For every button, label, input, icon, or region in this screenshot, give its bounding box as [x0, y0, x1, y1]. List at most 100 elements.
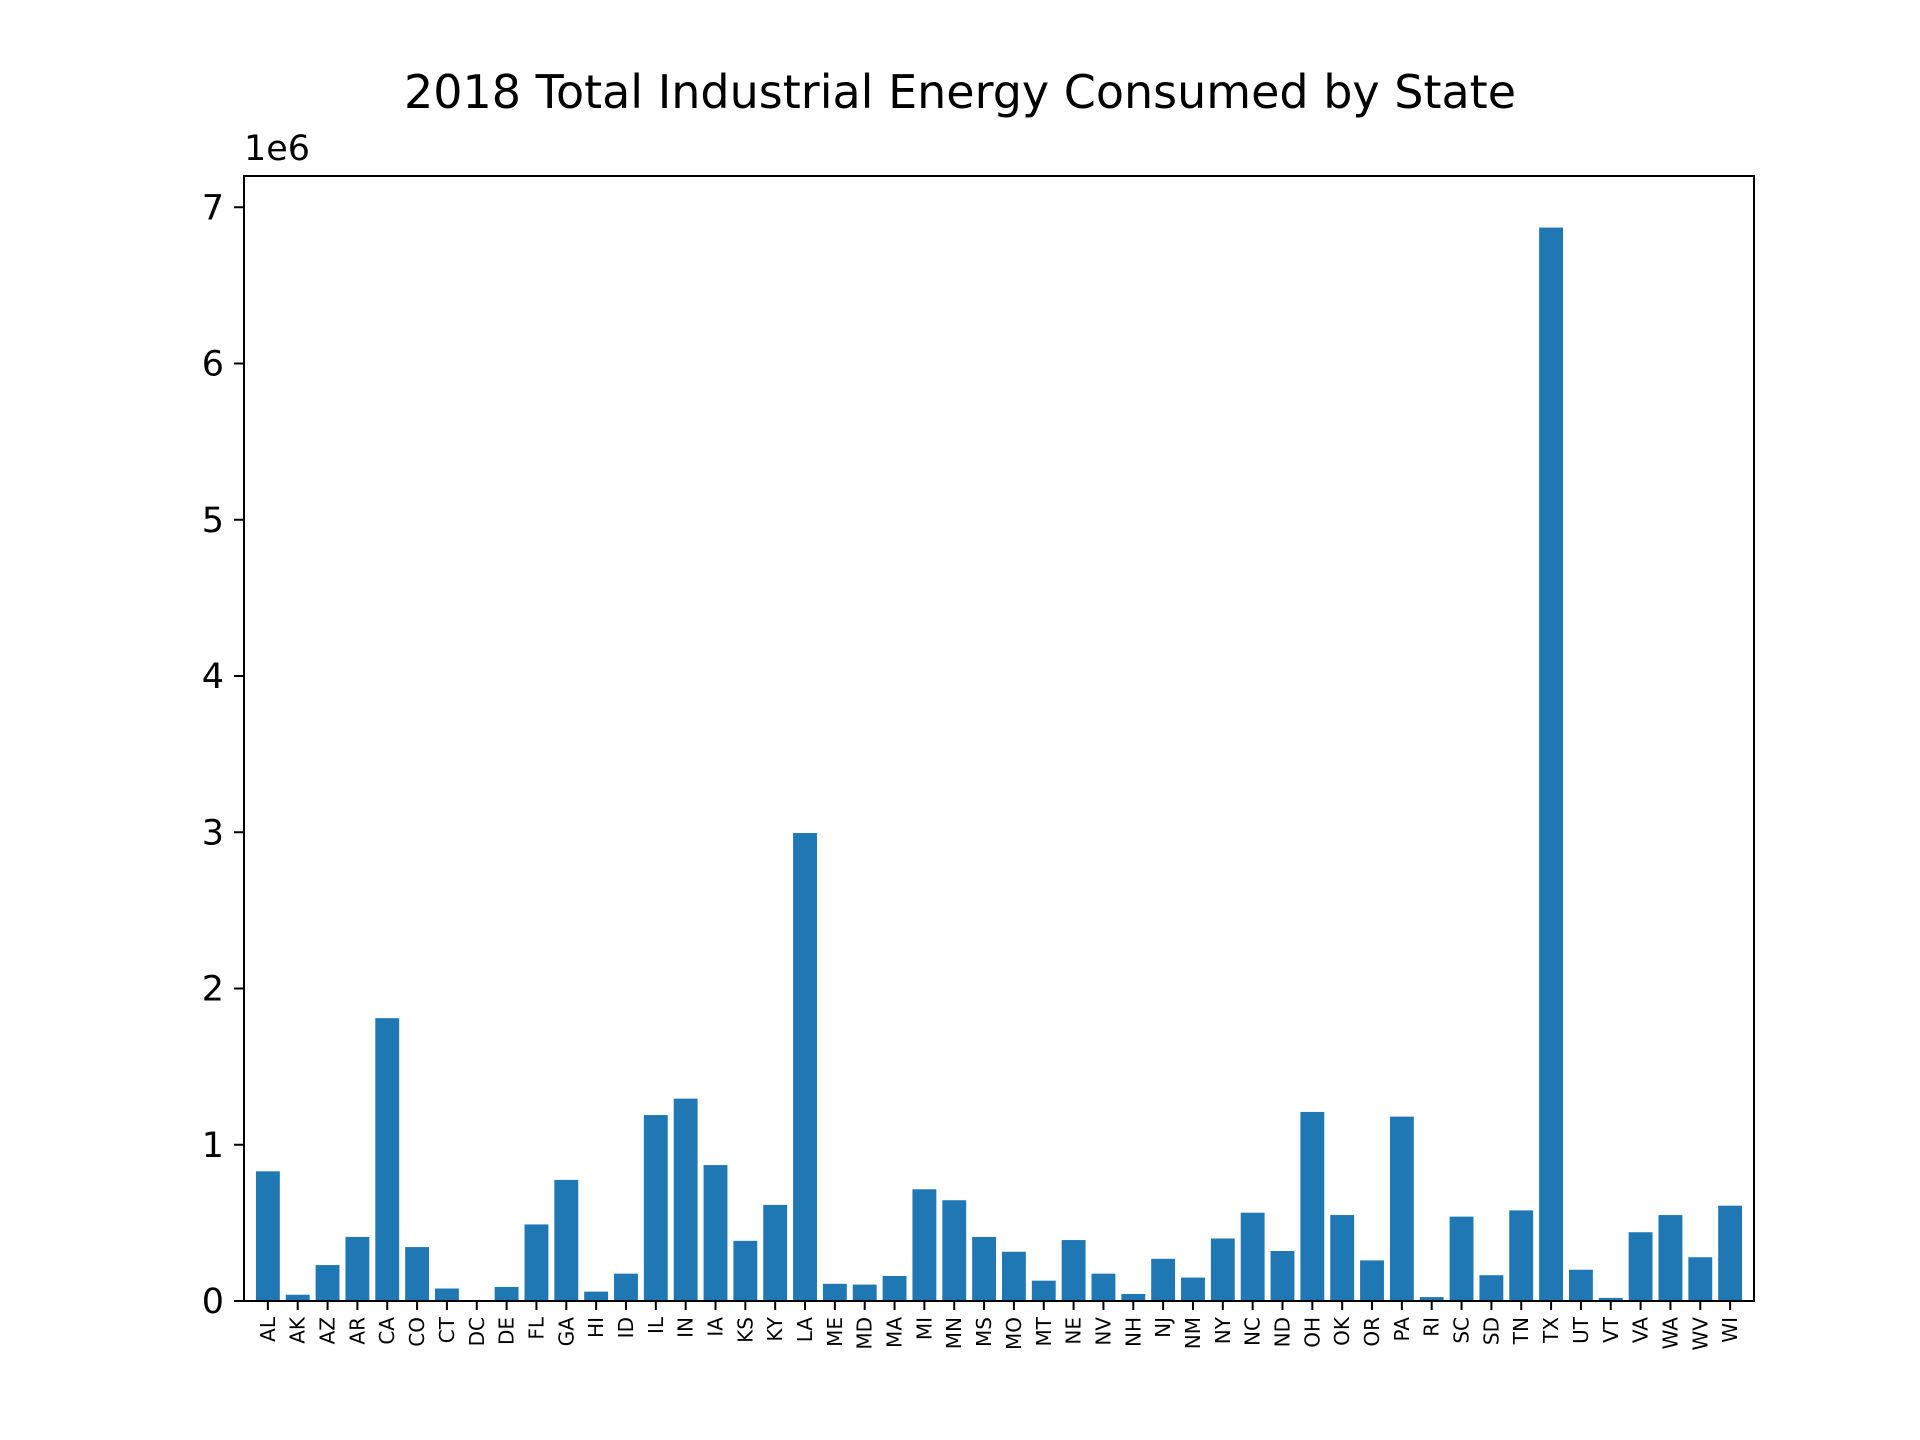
bar-nj [1151, 1258, 1176, 1301]
bar-pa [1389, 1116, 1414, 1302]
x-tick-label-de: DE [495, 1317, 519, 1345]
bar-hi [584, 1291, 609, 1302]
y-tick-label: 5 [202, 501, 224, 541]
bar-ks [733, 1240, 758, 1301]
x-tick-label-va: VA [1629, 1317, 1653, 1343]
x-tick-label-sc: SC [1450, 1317, 1474, 1344]
x-tick-label-nv: NV [1091, 1317, 1115, 1346]
bar-va [1628, 1232, 1653, 1301]
bar-ia [703, 1165, 728, 1301]
bar-tx [1539, 227, 1564, 1301]
bar-ms [972, 1236, 997, 1301]
bar-sc [1449, 1216, 1474, 1302]
y-axis-ticks: 0 1 2 3 4 5 6 7 [202, 188, 244, 1322]
y-tick-label: 1 [202, 1126, 224, 1166]
x-tick-label-ia: IA [704, 1317, 728, 1337]
bar-ar [345, 1236, 370, 1301]
bar-nv [1091, 1273, 1116, 1301]
x-tick-label-oh: OH [1300, 1317, 1324, 1348]
x-tick-label-mo: MO [1002, 1317, 1026, 1350]
chart-title: 2018 Total Industrial Energy Consumed by… [404, 65, 1516, 119]
bar-ri [1419, 1297, 1444, 1301]
x-tick-label-nm: NM [1181, 1317, 1205, 1349]
bar-md [852, 1284, 877, 1301]
x-tick-label-ne: NE [1062, 1317, 1086, 1345]
x-tick-label-mn: MN [942, 1317, 966, 1349]
y-tick-label: 7 [202, 188, 224, 228]
x-tick-label-pa: PA [1390, 1317, 1414, 1342]
x-tick-label-ca: CA [375, 1317, 399, 1345]
x-tick-label-la: LA [793, 1317, 817, 1343]
x-tick-label-wv: WV [1688, 1317, 1712, 1351]
bar-ne [1061, 1240, 1086, 1301]
x-tick-label-sd: SD [1479, 1317, 1503, 1345]
bar-mn [942, 1200, 967, 1301]
x-tick-label-wa: WA [1658, 1317, 1682, 1350]
y-axis-offset-label: 1e6 [244, 129, 310, 169]
x-tick-label-co: CO [405, 1317, 429, 1347]
x-tick-label-nh: NH [1121, 1317, 1145, 1347]
bar-al [255, 1171, 280, 1301]
bar-ok [1330, 1215, 1355, 1301]
x-tick-label-ga: GA [554, 1317, 578, 1346]
bar-wi [1718, 1205, 1743, 1301]
bar-ma [882, 1276, 907, 1301]
bar-nc [1240, 1212, 1265, 1301]
bar-az [315, 1265, 340, 1301]
x-tick-label-id: ID [614, 1317, 638, 1338]
y-tick-label: 3 [202, 813, 224, 853]
bar-il [643, 1115, 668, 1301]
bar-me [822, 1283, 847, 1301]
bar-ct [434, 1288, 459, 1301]
bar-wa [1658, 1215, 1683, 1301]
x-tick-label-ny: NY [1211, 1316, 1235, 1344]
x-tick-label-me: ME [823, 1317, 847, 1347]
x-tick-label-ky: KY [763, 1316, 787, 1341]
bar-ky [763, 1204, 788, 1301]
x-tick-label-ks: KS [733, 1317, 757, 1343]
bar-sd [1479, 1275, 1504, 1301]
y-tick-label: 0 [202, 1282, 224, 1322]
bar-mo [1001, 1251, 1026, 1301]
bar-vt [1598, 1297, 1623, 1302]
bar-la [793, 833, 817, 1301]
x-tick-label-nd: ND [1270, 1317, 1294, 1347]
bar-fl [524, 1224, 549, 1301]
bar-de [494, 1286, 519, 1301]
x-tick-label-tn: TN [1509, 1317, 1533, 1345]
bar-ak [285, 1294, 310, 1301]
x-tick-label-ma: MA [883, 1317, 907, 1348]
x-tick-label-mi: MI [912, 1317, 936, 1340]
x-tick-label-tx: TX [1539, 1317, 1563, 1344]
bar-ny [1210, 1238, 1235, 1301]
x-tick-label-al: AL [256, 1316, 280, 1342]
x-tick-label-or: OR [1360, 1317, 1384, 1347]
bar-ca [375, 1018, 400, 1301]
x-tick-label-mt: MT [1032, 1316, 1056, 1346]
x-tick-label-in: IN [674, 1317, 698, 1338]
x-tick-label-az: AZ [316, 1317, 340, 1344]
y-tick-label: 6 [202, 345, 224, 385]
x-tick-label-il: IL [644, 1316, 668, 1334]
x-tick-label-ms: MS [972, 1317, 996, 1347]
y-tick-label: 2 [202, 970, 224, 1010]
bar-mt [1031, 1280, 1056, 1301]
bars-group [255, 227, 1743, 1302]
x-tick-label-nj: NJ [1151, 1317, 1175, 1338]
bar-nm [1181, 1277, 1205, 1301]
bar-id [614, 1273, 638, 1301]
x-tick-label-wi: WI [1718, 1317, 1742, 1343]
x-tick-label-ct: CT [435, 1316, 459, 1343]
x-tick-label-fl: FL [524, 1316, 548, 1340]
x-tick-label-ar: AR [345, 1317, 369, 1345]
bar-ut [1568, 1269, 1593, 1301]
bar-nh [1121, 1293, 1146, 1301]
y-tick-label: 4 [202, 657, 224, 697]
bar-nd [1270, 1251, 1295, 1301]
x-tick-label-nc: NC [1241, 1317, 1265, 1346]
x-tick-label-ut: UT [1569, 1316, 1593, 1344]
x-tick-label-vt: VT [1599, 1316, 1623, 1343]
x-tick-label-ak: AK [286, 1316, 310, 1344]
